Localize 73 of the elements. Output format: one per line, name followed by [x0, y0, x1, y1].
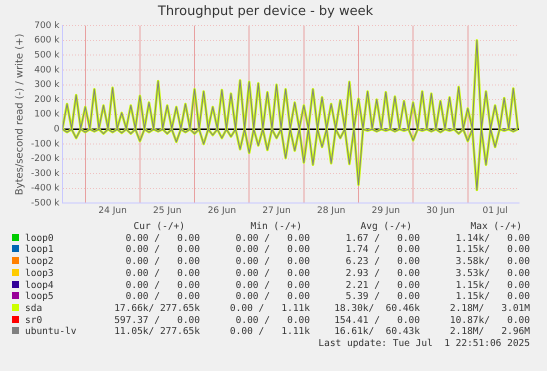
text: 0.00 / 0.00: [234, 244, 310, 256]
legend-label: loop1: [24, 244, 55, 256]
text: 16.61k/ 60.43k: [333, 326, 420, 338]
x-tick-label: 01 Jul: [482, 206, 508, 216]
text: 0.00 / 0.00: [124, 256, 200, 268]
x-tick-label: 28 Jun: [316, 206, 346, 216]
legend-label: sda: [24, 302, 44, 315]
x-tick-label: 29 Jun: [372, 206, 400, 216]
text: 0.00 / 0.00: [124, 280, 200, 292]
text: 2.18M/ 3.01M: [448, 302, 530, 315]
text: 3.53k/ 0.00: [454, 268, 530, 280]
y-tick-label: 700 k: [34, 20, 60, 31]
text: 0.00 / 1.11k: [228, 326, 310, 338]
text: 1.15k/ 0.00: [454, 280, 530, 292]
y-tick-label: 600 k: [34, 36, 60, 46]
text: 0.00 / 0.00: [234, 256, 310, 268]
legend-label: loop0: [24, 232, 55, 244]
y-tick-label: -300 k: [31, 168, 60, 179]
y-tick-label: 0: [54, 124, 60, 135]
legend-label: loop5: [24, 291, 55, 303]
text: 0.00 / 0.00: [234, 280, 310, 292]
y-tick-label: -100 k: [31, 139, 60, 150]
text: 18.30k/ 60.46k: [333, 302, 420, 315]
x-tick-label: 25 Jun: [153, 206, 182, 216]
text: 0.00 / 0.00: [124, 232, 200, 244]
text: 1.15k/ 0.00: [454, 244, 530, 256]
text: Cur (-/+): [132, 221, 186, 233]
text: Min (-/+): [250, 221, 303, 233]
text: 1.14k/ 0.00: [454, 232, 530, 244]
text: 10.87k/ 0.00: [448, 314, 530, 326]
y-axis-title: Bytes/second read (-) / write (+): [14, 34, 26, 196]
text: 1.67 / 0.00: [344, 232, 420, 244]
text: 0.00 / 0.00: [234, 291, 310, 303]
x-tick-label: 26 Jun: [208, 206, 236, 216]
text: 1.15k/ 0.00: [454, 291, 530, 303]
y-tick-label: 500 k: [34, 50, 60, 61]
text: Avg (-/+): [360, 221, 413, 233]
x-tick-label: 24 Jun: [98, 206, 127, 216]
x-tick-label: 27 Jun: [262, 206, 291, 216]
text: 6.23 / 0.00: [344, 256, 420, 268]
text: Last update: Tue Jul 1 22:51:06 2025: [317, 338, 530, 350]
text: 1.74 / 0.00: [344, 244, 420, 256]
text: 597.37 / 0.00: [113, 314, 200, 326]
y-tick-label: -400 k: [31, 184, 60, 194]
text: 5.39 / 0.00: [344, 291, 420, 303]
y-tick-label: 300 k: [34, 80, 60, 90]
text: 2.18M/ 2.96M: [448, 326, 530, 338]
text: 0.00 / 0.00: [234, 314, 310, 326]
legend-label: sr0: [24, 314, 44, 326]
x-tick-label: 30 Jun: [426, 206, 455, 216]
y-tick-label: 200 k: [34, 94, 60, 105]
text: 3.58k/ 0.00: [454, 256, 530, 268]
text: 0.00 / 1.11k: [228, 302, 310, 315]
text: 0.00 / 0.00: [124, 291, 200, 303]
text: 2.21 / 0.00: [344, 280, 420, 292]
legend-label: loop2: [24, 256, 55, 268]
text: 17.66k/ 277.65k: [113, 302, 200, 315]
legend-label: loop3: [24, 268, 55, 280]
y-tick-label: -500 k: [31, 198, 60, 209]
text: 0.00 / 0.00: [234, 232, 310, 244]
text: 0.00 / 0.00: [234, 268, 310, 280]
text: 2.93 / 0.00: [344, 268, 420, 280]
text: 0.00 / 0.00: [124, 244, 200, 256]
text: 11.05k/ 277.65k: [113, 326, 200, 338]
legend-label: loop4: [24, 280, 55, 292]
legend-label: ubuntu-lv: [24, 326, 78, 338]
y-tick-label: 100 k: [34, 110, 60, 120]
text: Max (-/+): [470, 221, 523, 233]
y-tick-label: 400 k: [34, 65, 60, 76]
y-tick-label: -200 k: [31, 154, 60, 164]
chart-title: Throughput per device - by week: [156, 4, 374, 20]
text: 0.00 / 0.00: [124, 268, 200, 280]
text: 154.41 / 0.00: [333, 314, 420, 326]
